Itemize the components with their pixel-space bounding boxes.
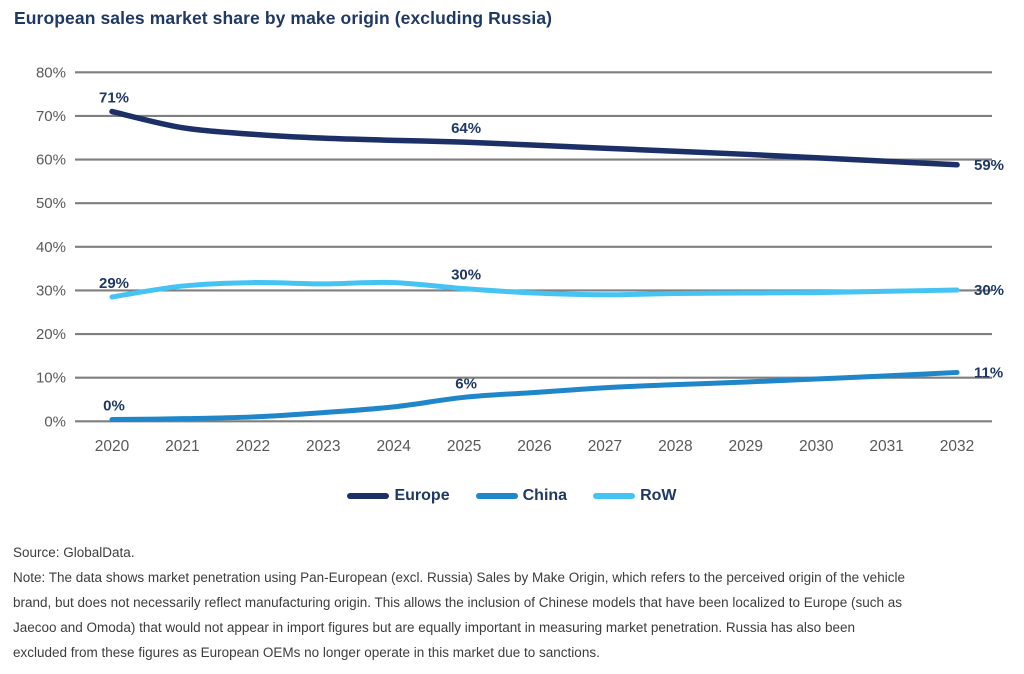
note-line-1: Note: The data shows market penetration … bbox=[13, 570, 905, 585]
source-line: Source: GlobalData. bbox=[13, 545, 135, 560]
x-axis-tick-2022: 2022 bbox=[236, 438, 270, 455]
legend-label-row: RoW bbox=[640, 487, 677, 504]
y-axis-tick-70: 70% bbox=[36, 108, 66, 125]
note-line-4: excluded from these figures as European … bbox=[13, 645, 600, 660]
point-label-europe-2020: 71% bbox=[99, 90, 129, 107]
point-label-china-2025: 6% bbox=[455, 375, 477, 392]
x-axis-tick-2029: 2029 bbox=[729, 438, 763, 455]
y-axis-tick-0: 0% bbox=[44, 413, 66, 430]
chart-title: European sales market share by make orig… bbox=[14, 8, 553, 28]
x-axis-tick-2027: 2027 bbox=[588, 438, 622, 455]
point-label-china-2032: 11% bbox=[974, 364, 1003, 381]
point-label-row-2020: 29% bbox=[99, 275, 129, 292]
series-line-europe bbox=[109, 108, 960, 168]
chart-legend: Europe China RoW bbox=[0, 487, 1024, 505]
x-axis-tick-2021: 2021 bbox=[165, 438, 199, 455]
point-label-china-2020: 0% bbox=[103, 398, 125, 415]
legend-label-europe: Europe bbox=[394, 487, 450, 504]
y-axis-tick-10: 10% bbox=[36, 370, 66, 387]
legend-item-china: China bbox=[475, 487, 568, 505]
point-label-europe-2025: 64% bbox=[451, 120, 481, 137]
series-line-row bbox=[109, 279, 960, 300]
x-axis-tick-2032: 2032 bbox=[940, 438, 974, 455]
x-axis-tick-2026: 2026 bbox=[517, 438, 551, 455]
legend-label-china: China bbox=[522, 487, 568, 504]
y-axis-tick-20: 20% bbox=[36, 326, 66, 343]
legend-item-europe: Europe bbox=[347, 487, 450, 505]
x-axis-tick-2031: 2031 bbox=[869, 438, 903, 455]
x-axis-tick-2030: 2030 bbox=[799, 438, 834, 455]
y-axis-tick-40: 40% bbox=[36, 239, 66, 256]
chart-footnote: Source: GlobalData. Note: The data shows… bbox=[13, 540, 1017, 665]
europe-line-swatch bbox=[347, 493, 390, 499]
x-axis-tick-2025: 2025 bbox=[447, 438, 481, 455]
series-line-china bbox=[109, 369, 960, 423]
note-line-3: Jaecoo and Omoda) that would not appear … bbox=[13, 620, 855, 635]
y-axis-tick-60: 60% bbox=[36, 152, 66, 169]
row-line-swatch bbox=[593, 493, 636, 499]
point-label-row-2032: 30% bbox=[974, 282, 1004, 299]
x-axis-tick-2020: 2020 bbox=[95, 438, 130, 455]
legend-item-row: RoW bbox=[593, 487, 677, 505]
x-axis-tick-2024: 2024 bbox=[376, 438, 411, 455]
y-axis-tick-50: 50% bbox=[36, 195, 66, 212]
note-line-2: brand, but does not necessarily reflect … bbox=[13, 595, 903, 610]
y-axis-tick-30: 30% bbox=[36, 282, 66, 299]
y-axis-tick-80: 80% bbox=[36, 64, 66, 81]
china-line-swatch bbox=[475, 493, 518, 499]
x-axis-tick-2023: 2023 bbox=[306, 438, 340, 455]
line-chart-svg: 0% 10% 20% 30% 40% 50% 60% 70% 80% 2020 2021 2022 20… bbox=[36, 64, 1004, 455]
x-axis-tick-2028: 2028 bbox=[658, 438, 692, 455]
point-label-europe-2032: 59% bbox=[974, 157, 1004, 174]
point-label-row-2025: 30% bbox=[451, 267, 481, 284]
